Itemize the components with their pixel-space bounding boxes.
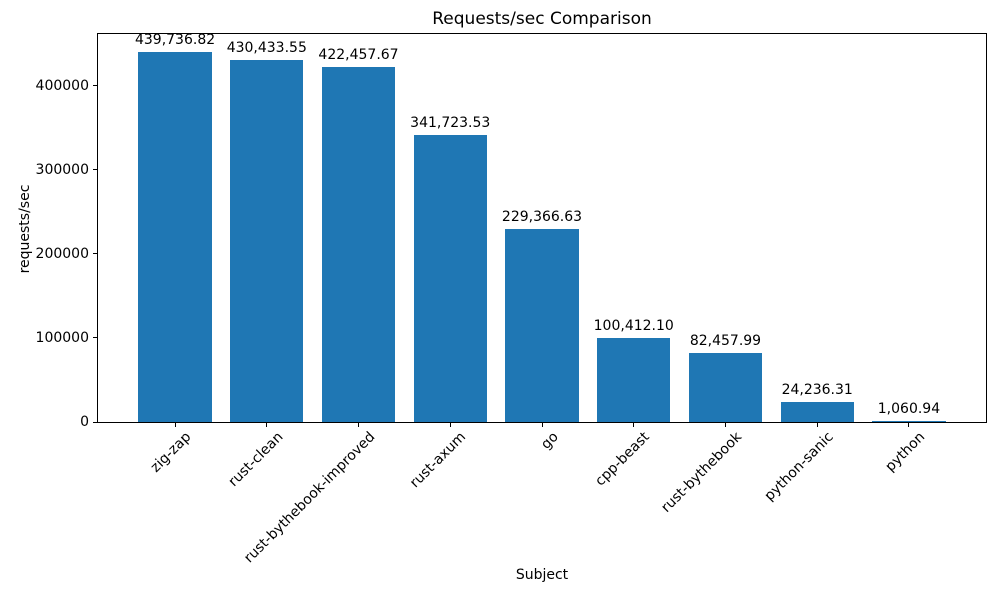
x-tick bbox=[449, 422, 451, 427]
bar-python bbox=[872, 421, 946, 423]
x-tick-label-rust-bythebook: rust-bythebook bbox=[658, 429, 745, 516]
x-tick-label-rust-axum: rust-axum bbox=[407, 429, 470, 492]
y-tick bbox=[93, 85, 98, 87]
x-tick bbox=[816, 422, 818, 427]
bar-value-label: 82,457.99 bbox=[689, 332, 762, 349]
x-tick-label-python-sanic: python-sanic bbox=[761, 429, 837, 505]
bar-python-sanic bbox=[780, 401, 854, 422]
bar-cpp-beast bbox=[597, 337, 671, 422]
chart-title: Requests/sec Comparison bbox=[432, 9, 652, 29]
x-tick-label-cpp-beast: cpp-beast bbox=[592, 429, 654, 490]
x-tick bbox=[174, 422, 176, 427]
x-tick bbox=[266, 422, 268, 427]
bar-rust-bythebook bbox=[688, 352, 763, 422]
y-tick-label: 400000 bbox=[35, 77, 89, 94]
y-tick bbox=[93, 421, 98, 423]
bar-rust-clean bbox=[230, 60, 304, 422]
bar-value-label: 430,433.55 bbox=[226, 40, 307, 57]
y-tick-label: 100000 bbox=[35, 329, 89, 346]
bar-rust-bythebook-improved bbox=[321, 66, 396, 422]
x-tick-label-zig-zap: zig-zap bbox=[147, 429, 195, 476]
y-tick bbox=[93, 169, 98, 171]
y-axis-label: requests/sec bbox=[17, 184, 33, 274]
bar-value-label: 422,457.67 bbox=[318, 47, 399, 63]
bar-value-label: 24,236.31 bbox=[781, 381, 853, 398]
bar-value-label: 341,723.53 bbox=[410, 114, 491, 131]
y-tick bbox=[93, 253, 98, 255]
bar-go bbox=[505, 229, 579, 422]
x-tick bbox=[908, 422, 910, 427]
y-tick bbox=[93, 337, 98, 339]
bar-value-label: 229,366.63 bbox=[501, 209, 583, 226]
bar-value-label: 439,736.82 bbox=[134, 32, 216, 49]
plot-area: 439,736.82 zig-zap 430,433.55 rust-clean 422… bbox=[36, 32, 987, 566]
bar-value-label: 1,060.94 bbox=[877, 401, 941, 418]
x-tick-label-go: go bbox=[537, 429, 562, 453]
x-tick-label-python: python bbox=[882, 429, 929, 475]
x-tick bbox=[724, 422, 726, 427]
x-tick-label-rust-clean: rust-clean bbox=[225, 429, 287, 490]
bar-rust-axum bbox=[413, 134, 487, 422]
y-tick-label: 300000 bbox=[35, 161, 89, 178]
x-tick bbox=[358, 422, 360, 427]
x-tick bbox=[633, 422, 635, 427]
x-tick bbox=[541, 422, 543, 427]
y-tick-label: 200000 bbox=[35, 245, 89, 262]
x-axis-label: Subject bbox=[515, 567, 569, 583]
bar-value-label: 100,412.10 bbox=[593, 317, 674, 334]
y-tick-label: 0 bbox=[80, 414, 89, 430]
bar-zig-zap bbox=[138, 52, 212, 422]
